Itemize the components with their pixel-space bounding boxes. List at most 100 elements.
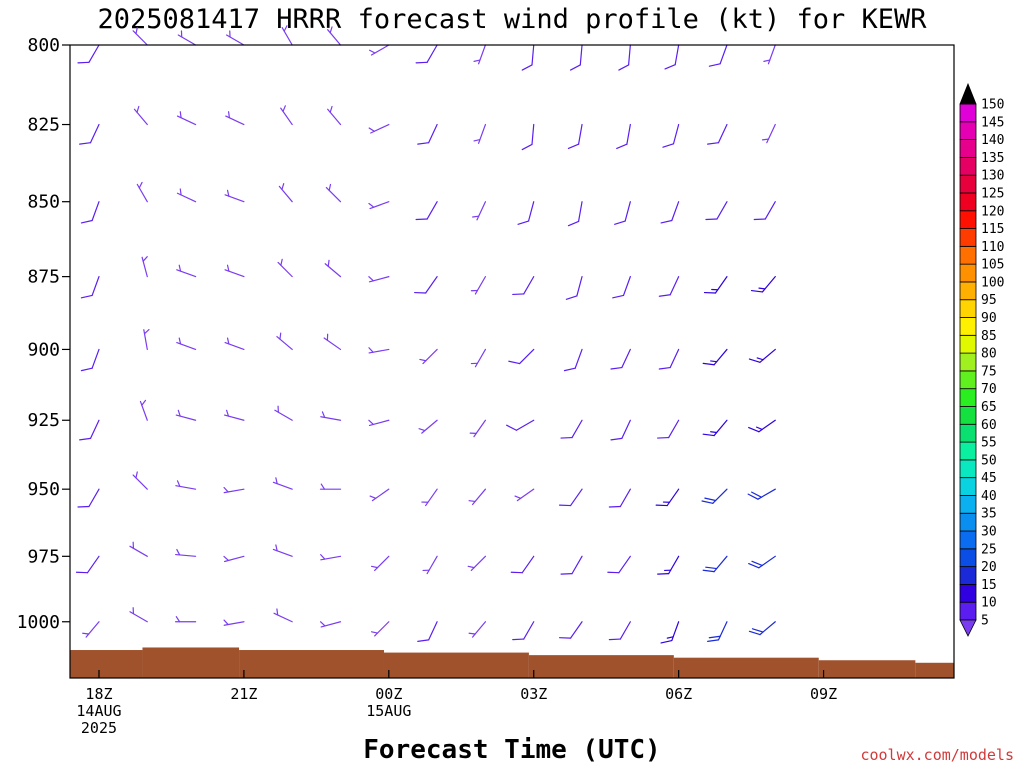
barb-staff xyxy=(324,263,342,278)
barb-staff xyxy=(176,269,197,278)
barb-full-feather xyxy=(657,436,670,439)
barb-half-feather xyxy=(756,357,764,361)
wind-barb-4h-850 xyxy=(278,183,293,203)
wind-barb-2h-900 xyxy=(176,337,197,351)
barb-staff xyxy=(471,488,487,506)
colorbar-segment-30 xyxy=(959,530,977,550)
wind-barb-2h-825 xyxy=(176,111,197,126)
barb-staff xyxy=(758,419,776,433)
wind-barb-6h-900 xyxy=(368,347,390,354)
wind-barb-9h-850 xyxy=(517,201,535,225)
barb-half-feather xyxy=(276,608,279,616)
colorbar-label-135: 135 xyxy=(981,151,1004,166)
barb-full-feather xyxy=(748,563,760,569)
barb-full-feather xyxy=(658,294,671,297)
wind-barb-3h-825 xyxy=(225,111,245,126)
barb-staff xyxy=(713,419,728,437)
barb-half-feather xyxy=(226,189,230,197)
barb-half-feather xyxy=(226,264,230,272)
barb-staff xyxy=(761,276,776,293)
wind-barb-4h-800 xyxy=(281,25,293,46)
wind-barb-6h-975 xyxy=(370,555,390,572)
barb-staff xyxy=(628,44,631,66)
barb-half-feather xyxy=(320,483,326,490)
wind-barb-1h-1000 xyxy=(129,607,148,623)
wind-barb-0h-875 xyxy=(80,276,100,299)
barb-staff xyxy=(325,186,342,203)
barb-half-feather xyxy=(279,332,282,340)
barb-half-feather xyxy=(368,202,375,208)
colorbar-label-125: 125 xyxy=(981,186,1004,201)
wind-barb-14h-850 xyxy=(753,201,776,221)
barb-half-feather xyxy=(370,631,379,634)
barb-staff xyxy=(175,414,197,421)
colorbar-label-95: 95 xyxy=(981,293,997,308)
barb-half-feather xyxy=(178,264,182,272)
barb-half-feather xyxy=(283,25,288,32)
wind-barb-13h-800 xyxy=(708,44,728,67)
y-tick-label-900: 900 xyxy=(27,339,60,360)
barb-half-feather xyxy=(179,111,182,119)
barb-staff xyxy=(518,348,535,365)
barb-half-feather xyxy=(755,426,763,431)
barb-full-feather xyxy=(751,628,764,633)
barb-full-feather xyxy=(707,142,720,145)
wind-barb-9h-875 xyxy=(512,276,535,296)
barb-staff xyxy=(272,548,293,557)
colorbar-high-arrow xyxy=(959,82,977,105)
barb-staff xyxy=(577,123,583,145)
barb-staff xyxy=(531,123,535,146)
barb-staff xyxy=(86,555,100,574)
barb-staff xyxy=(425,488,438,507)
wind-barb-10h-875 xyxy=(565,276,583,300)
barb-half-feather xyxy=(329,105,333,113)
barb-staff xyxy=(91,201,100,222)
wind-barb-5h-975 xyxy=(320,554,342,561)
wind-barb-13h-850 xyxy=(705,201,728,221)
barb-full-feather xyxy=(508,360,521,365)
wind-barb-1h-900 xyxy=(143,328,150,351)
barb-staff xyxy=(719,44,728,65)
barb-staff xyxy=(85,621,100,638)
x-tick-label-9-0: 03Z xyxy=(520,685,547,703)
x-tick-label-15-0: 09Z xyxy=(810,685,837,703)
barb-half-feather xyxy=(135,471,138,479)
barb-half-feather xyxy=(176,480,181,487)
wind-barb-12h-800 xyxy=(664,44,680,70)
colorbar-segment-90 xyxy=(959,317,977,336)
barb-staff xyxy=(527,201,535,222)
barb-staff xyxy=(224,194,245,203)
surface-step-7 xyxy=(915,662,954,678)
wind-barb-7h-925 xyxy=(418,419,438,434)
barb-half-feather xyxy=(761,138,770,141)
wind-barb-7h-850 xyxy=(415,201,438,221)
barb-half-feather xyxy=(319,621,326,627)
wind-barb-13h-875 xyxy=(703,276,728,294)
barb-staff xyxy=(714,276,728,294)
colorbar-label-35: 35 xyxy=(981,507,997,522)
surface-step-0 xyxy=(70,650,143,678)
colorbar-segment-120 xyxy=(959,210,977,229)
barb-staff xyxy=(225,115,245,126)
barb-staff xyxy=(370,44,390,56)
wind-barb-8h-1000 xyxy=(468,621,487,638)
barb-staff xyxy=(574,348,583,369)
wind-barb-4h-875 xyxy=(277,258,293,278)
colorbar-label-90: 90 xyxy=(981,311,997,326)
wind-barb-10h-950 xyxy=(558,488,583,507)
barb-full-feather xyxy=(704,497,717,502)
barb-staff xyxy=(621,419,631,439)
barb-staff xyxy=(225,34,245,46)
x-tick-label-6-1: 15AUG xyxy=(366,702,411,720)
plot-frame xyxy=(69,44,955,679)
y-tick-label-950: 950 xyxy=(27,479,60,500)
barb-staff xyxy=(320,416,342,421)
barb-half-feather xyxy=(141,399,147,406)
wind-barb-1h-925 xyxy=(139,399,148,421)
barb-full-feather xyxy=(705,566,718,570)
barb-half-feather xyxy=(468,632,476,635)
colorbar-segment-75 xyxy=(959,370,977,390)
wind-barbs xyxy=(75,25,776,644)
barb-full-feather xyxy=(751,491,763,498)
